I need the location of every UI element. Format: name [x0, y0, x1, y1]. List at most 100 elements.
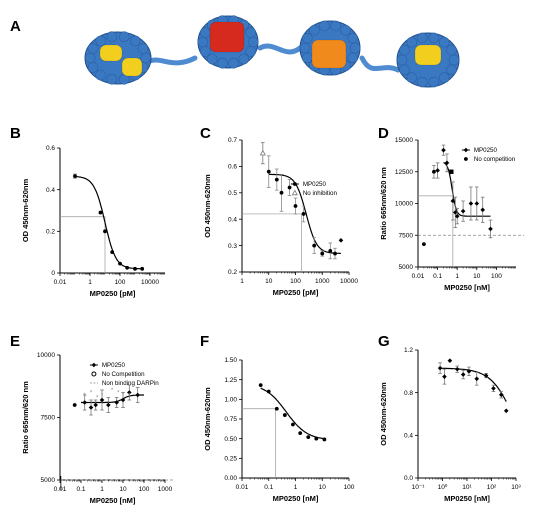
chart-b: 0 0.2 0.4 0.6 0.01 1 100 10000 MP0250 [pM] OD 450…	[21, 145, 165, 298]
surface-bump	[228, 57, 239, 69]
ic50-guide	[418, 195, 454, 267]
surface-bump	[137, 43, 149, 54]
data-point	[435, 168, 440, 173]
data-point	[312, 243, 317, 248]
data-point	[279, 190, 284, 195]
data-point	[266, 389, 271, 394]
data-point	[306, 435, 311, 439]
domain-anti-hsa-2	[396, 32, 460, 88]
x-tick-label: 1	[240, 278, 244, 285]
data-point	[103, 229, 107, 234]
y-tick-label: 0.4	[404, 433, 413, 440]
surface-bump	[406, 72, 418, 84]
surface-bump	[416, 32, 428, 44]
surface-bump	[428, 76, 440, 88]
ic50-guide	[242, 408, 276, 478]
legend-marker	[463, 147, 469, 153]
data-point: *	[84, 393, 87, 399]
surface-bump	[340, 24, 352, 36]
data-point	[474, 201, 480, 206]
y-tick-label: 0.0	[404, 475, 413, 482]
surface-bump	[399, 44, 410, 56]
data-point	[82, 400, 87, 405]
data-point	[453, 210, 458, 215]
surface-bump	[84, 52, 96, 64]
panel-letter-g: G	[378, 333, 390, 350]
data-point: *	[90, 391, 93, 397]
surface-bump	[448, 54, 460, 66]
data-point	[437, 365, 443, 371]
surface-bump	[428, 32, 440, 44]
surface-bump	[217, 57, 228, 69]
binding-patch	[414, 44, 442, 66]
surface-bump	[301, 52, 313, 64]
legend-marker	[292, 182, 297, 186]
surface-bump	[238, 53, 250, 65]
series-1	[82, 384, 140, 416]
y-tick-label: 15000	[395, 137, 413, 144]
data-point	[118, 261, 122, 266]
data-point	[274, 406, 279, 411]
fit-curve	[268, 173, 341, 254]
y-tick-label: 0.4	[228, 216, 237, 223]
panel-letter-b: B	[10, 125, 21, 142]
series-1	[435, 144, 493, 239]
data-point	[140, 266, 145, 271]
data-point	[106, 402, 111, 408]
data-point	[93, 402, 98, 408]
binding-patch	[121, 57, 143, 77]
x-axis-label: MP0250 [pM]	[273, 288, 319, 297]
surface-bump	[406, 36, 418, 48]
surface-bump	[299, 42, 311, 54]
x-axis-label: MP0250 [nM]	[444, 283, 490, 292]
y-axis-label: OD 450nm-620nm	[379, 382, 388, 446]
data-point	[322, 437, 327, 442]
legend-label: No Competition	[102, 371, 145, 378]
y-tick-label: 0.5	[228, 190, 237, 197]
surface-bump	[199, 27, 211, 38]
data-point	[320, 251, 325, 256]
surface-bump	[199, 46, 211, 57]
y-axis-label: OD 450nm-620nm	[203, 174, 212, 238]
linker-2	[257, 43, 303, 55]
legend-label: No inhibition	[303, 190, 338, 197]
x-tick-label: 100	[139, 486, 150, 493]
series-1	[258, 383, 327, 442]
x-tick-label: 100	[115, 279, 126, 286]
surface-bump	[446, 44, 457, 56]
data-point	[447, 358, 453, 363]
y-tick-label: 0.3	[228, 243, 237, 250]
chart-g: 0.0 0.4 0.8 1.2 10⁻¹ 10⁰ 10¹ 10² 10³ MP0250 [nM] O…	[379, 347, 522, 503]
data-point: *	[101, 393, 104, 399]
binding-patch	[209, 21, 245, 53]
y-tick-label: 0.7	[228, 137, 237, 144]
series-1	[437, 358, 509, 414]
data-point	[468, 201, 474, 206]
panel-letter-a: A	[10, 18, 21, 35]
domain-anti-vegf	[299, 20, 361, 76]
data-point	[98, 210, 103, 215]
data-point: *	[128, 393, 131, 399]
y-tick-label: 10000	[395, 201, 413, 208]
panel-letter-f: F	[200, 333, 210, 350]
surface-bump	[396, 54, 408, 66]
linker-1	[145, 55, 198, 66]
surface-bump	[197, 36, 209, 48]
chart-e: 5000 7500 10000 0.01 0.1 1 10 100 1000 MP0250 [nM…	[21, 352, 173, 505]
y-tick-label: 0.6	[228, 164, 237, 171]
x-axis-label: MP0250 [nM]	[444, 494, 490, 503]
data-point	[454, 366, 460, 372]
ic50-guide	[242, 213, 303, 272]
series-3: * ** ** * * *	[84, 388, 132, 402]
data-point	[314, 436, 319, 441]
legend: MP0250 No Competition Non binding DARPin	[89, 362, 159, 387]
x-tick-label: 10⁰	[438, 483, 448, 491]
surface-bump	[347, 32, 359, 44]
x-axis-label: MP0250 [nM]	[273, 494, 319, 503]
data-point	[258, 383, 263, 388]
data-point	[133, 266, 137, 271]
x-tick-label: 1	[455, 273, 459, 280]
surface-bump	[308, 24, 320, 36]
data-point	[259, 149, 266, 156]
